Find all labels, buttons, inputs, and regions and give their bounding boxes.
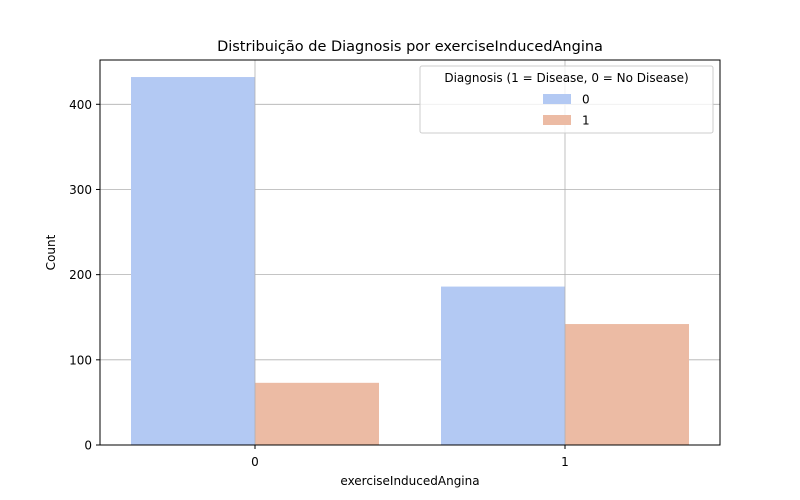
chart-title: Distribuição de Diagnosis por exerciseIn… bbox=[217, 39, 603, 55]
legend-entries: 01 bbox=[543, 93, 590, 128]
x-tick-label: 1 bbox=[561, 455, 569, 469]
y-tick-label: 100 bbox=[69, 353, 92, 367]
bar-series-1-cat-1 bbox=[565, 324, 689, 445]
legend-label-0: 0 bbox=[582, 93, 590, 107]
x-tick-label: 0 bbox=[251, 455, 259, 469]
bar-series-0-cat-0 bbox=[131, 77, 255, 445]
legend-title: Diagnosis (1 = Disease, 0 = No Disease) bbox=[444, 71, 688, 85]
legend: Diagnosis (1 = Disease, 0 = No Disease) … bbox=[419, 65, 714, 134]
legend-label-1: 1 bbox=[582, 114, 590, 128]
legend-swatch-1 bbox=[543, 115, 571, 125]
y-axis-label: Count bbox=[44, 234, 58, 270]
x-axis-label: exerciseInducedAngina bbox=[340, 474, 479, 488]
y-tick-label: 0 bbox=[84, 439, 92, 453]
y-tick-label: 400 bbox=[69, 98, 92, 112]
legend-swatch-0 bbox=[543, 94, 571, 104]
bars bbox=[131, 60, 689, 445]
bar-series-0-cat-1 bbox=[441, 286, 565, 445]
y-tick-label: 300 bbox=[69, 183, 92, 197]
bar-series-1-cat-0 bbox=[255, 382, 379, 445]
y-tick-label: 200 bbox=[69, 268, 92, 282]
plot-frame bbox=[99, 59, 721, 446]
axes: 0 100 200 300 400 0 1 bbox=[69, 98, 569, 469]
